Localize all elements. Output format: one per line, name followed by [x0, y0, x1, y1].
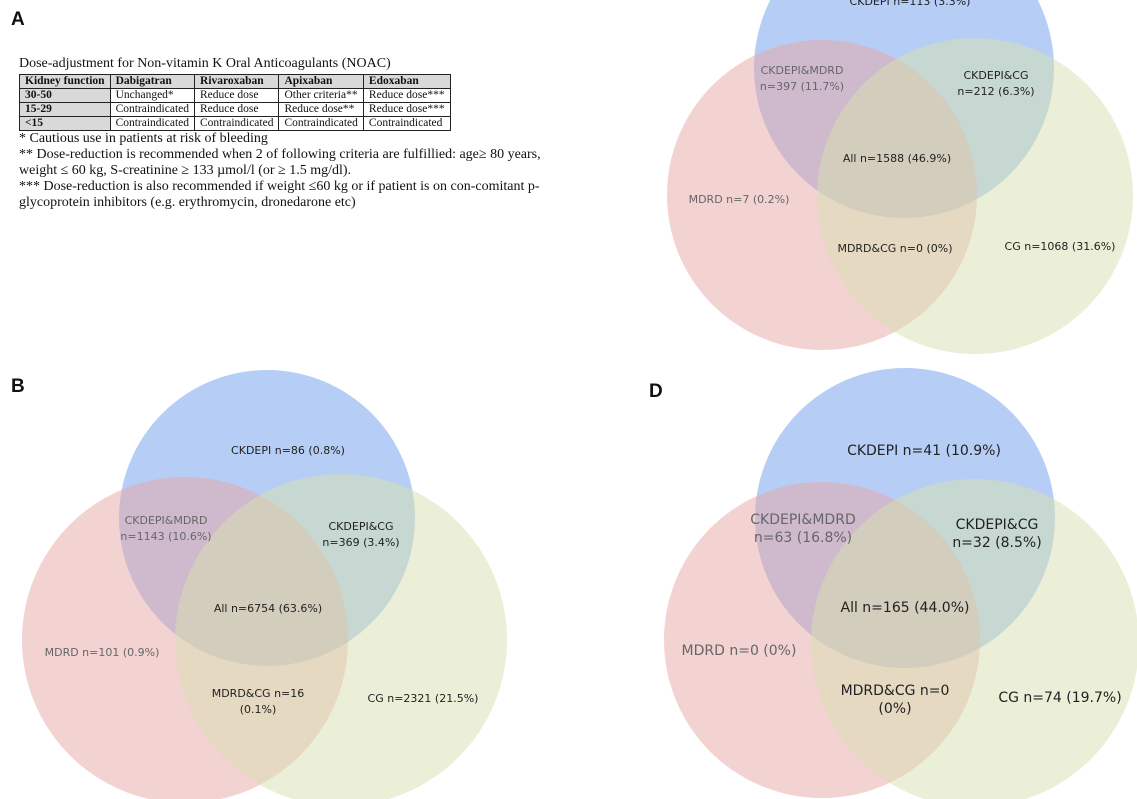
venn-c-cg-label: CG n=1068 (31.6%) [1005, 240, 1116, 253]
column-header: Kidney function [19, 74, 111, 89]
row-header: <15 [19, 116, 111, 131]
footnote: * Cautious use in patients at risk of bl… [19, 131, 268, 146]
column-header: Rivaroxaban [194, 74, 280, 89]
column-header: Apixaban [278, 74, 364, 89]
venn-b-cg-circle [175, 474, 507, 799]
venn-c-mdrd-label: MDRD n=7 (0.2%) [689, 193, 790, 206]
venn-c-mdrd-cg-label: MDRD&CG n=0 (0%) [837, 242, 952, 255]
venn-d-ckdepi-cg-value: n=32 (8.5%) [952, 535, 1041, 551]
venn-b-ckdepi-label: CKDEPI n=86 (0.8%) [231, 444, 345, 457]
column-header: Dabigatran [109, 74, 196, 89]
table-cell: Reduce dose [194, 88, 280, 103]
venn-d-ckdepi-cg-label: CKDEPI&CG [956, 517, 1039, 533]
venn-d-ckdepi-mdrd-value: n=63 (16.8%) [754, 530, 852, 546]
venn-d-mdrd-cg-label: MDRD&CG n=0 [841, 683, 950, 699]
dose-table: Kidney function Dabigatran Rivaroxaban A… [19, 74, 451, 131]
venn-b-ckdepi-mdrd-label: CKDEPI&MDRD [125, 514, 208, 527]
row-header: 30-50 [19, 88, 111, 103]
venn-d-cg-label: CG n=74 (19.7%) [998, 690, 1121, 706]
venn-d-mdrd-label: MDRD n=0 (0%) [682, 643, 797, 659]
table-cell: Reduce dose*** [362, 88, 451, 103]
venn-d-ckdepi-label: CKDEPI n=41 (10.9%) [847, 443, 1001, 459]
dose-table-header-row: Kidney function Dabigatran Rivaroxaban A… [19, 74, 451, 89]
footnote: *** Dose-reduction is also recommended i… [19, 179, 540, 194]
venn-c-ckdepi-mdrd-label: CKDEPI&MDRD [761, 64, 844, 77]
venn-b-mdrd-label: MDRD n=101 (0.9%) [45, 646, 160, 659]
venn-d-all-label: All n=165 (44.0%) [841, 600, 970, 616]
venn-b-cg-label: CG n=2321 (21.5%) [368, 692, 479, 705]
footnote: ** Dose-reduction is recommended when 2 … [19, 147, 541, 162]
venn-d-mdrd-cg-value: (0%) [878, 701, 911, 717]
panel-label-d: D [649, 381, 663, 402]
venn-c: CKDEPI n=113 (3.3%) CKDEPI&MDRD n=397 (1… [667, 0, 1133, 354]
table-cell: Reduce dose*** [362, 102, 451, 117]
table-cell: Contraindicated [362, 116, 451, 131]
dose-adjustment-section: Dose-adjustment for Non-vitamin K Oral A… [19, 56, 649, 211]
table-cell: Contraindicated [109, 102, 196, 117]
venn-c-ckdepi-cg-value: n=212 (6.3%) [957, 85, 1034, 98]
venn-d-cg-circle [811, 479, 1137, 799]
table-cell: Contraindicated [109, 116, 196, 131]
venn-c-ckdepi-label: CKDEPI n=113 (3.3%) [850, 0, 971, 8]
venn-d-ckdepi-mdrd-label: CKDEPI&MDRD [750, 512, 855, 528]
table-row: <15 Contraindicated Contraindicated Cont… [19, 116, 451, 131]
venn-d: CKDEPI n=41 (10.9%) CKDEPI&MDRD n=63 (16… [664, 368, 1137, 799]
table-cell: Contraindicated [194, 116, 280, 131]
column-header: Edoxaban [362, 74, 451, 89]
table-cell: Reduce dose [194, 102, 280, 117]
venn-b-all-label: All n=6754 (63.6%) [214, 602, 322, 615]
row-header: 15-29 [19, 102, 111, 117]
venn-b-mdrd-cg-value: (0.1%) [240, 703, 277, 716]
venn-b-ckdepi-mdrd-value: n=1143 (10.6%) [120, 530, 211, 543]
venn-c-all-label: All n=1588 (46.9%) [843, 152, 951, 165]
table-cell: Contraindicated [278, 116, 364, 131]
venn-b-ckdepi-cg-value: n=369 (3.4%) [322, 536, 399, 549]
footnote: glycoprotein inhibitors (e.g. erythromyc… [19, 195, 356, 210]
table-cell: Reduce dose** [278, 102, 364, 117]
venn-b-ckdepi-cg-label: CKDEPI&CG [329, 520, 394, 533]
footnote: weight ≤ 60 kg, S-creatinine ≥ 133 µmol/… [19, 163, 352, 178]
venn-c-ckdepi-mdrd-value: n=397 (11.7%) [760, 80, 844, 93]
dose-table-title: Dose-adjustment for Non-vitamin K Oral A… [19, 56, 391, 71]
panel-label-b: B [11, 376, 25, 397]
table-cell: Unchanged* [109, 88, 196, 103]
venn-c-cg-circle [817, 38, 1133, 354]
venn-c-ckdepi-cg-label: CKDEPI&CG [964, 69, 1029, 82]
venn-b: CKDEPI n=86 (0.8%) CKDEPI&MDRD n=1143 (1… [22, 370, 507, 799]
venn-b-mdrd-cg-label: MDRD&CG n=16 [212, 687, 305, 700]
panel-label-a: A [11, 9, 25, 30]
table-row: 15-29 Contraindicated Reduce dose Reduce… [19, 102, 451, 117]
table-row: 30-50 Unchanged* Reduce dose Other crite… [19, 88, 451, 103]
table-cell: Other criteria** [278, 88, 364, 103]
